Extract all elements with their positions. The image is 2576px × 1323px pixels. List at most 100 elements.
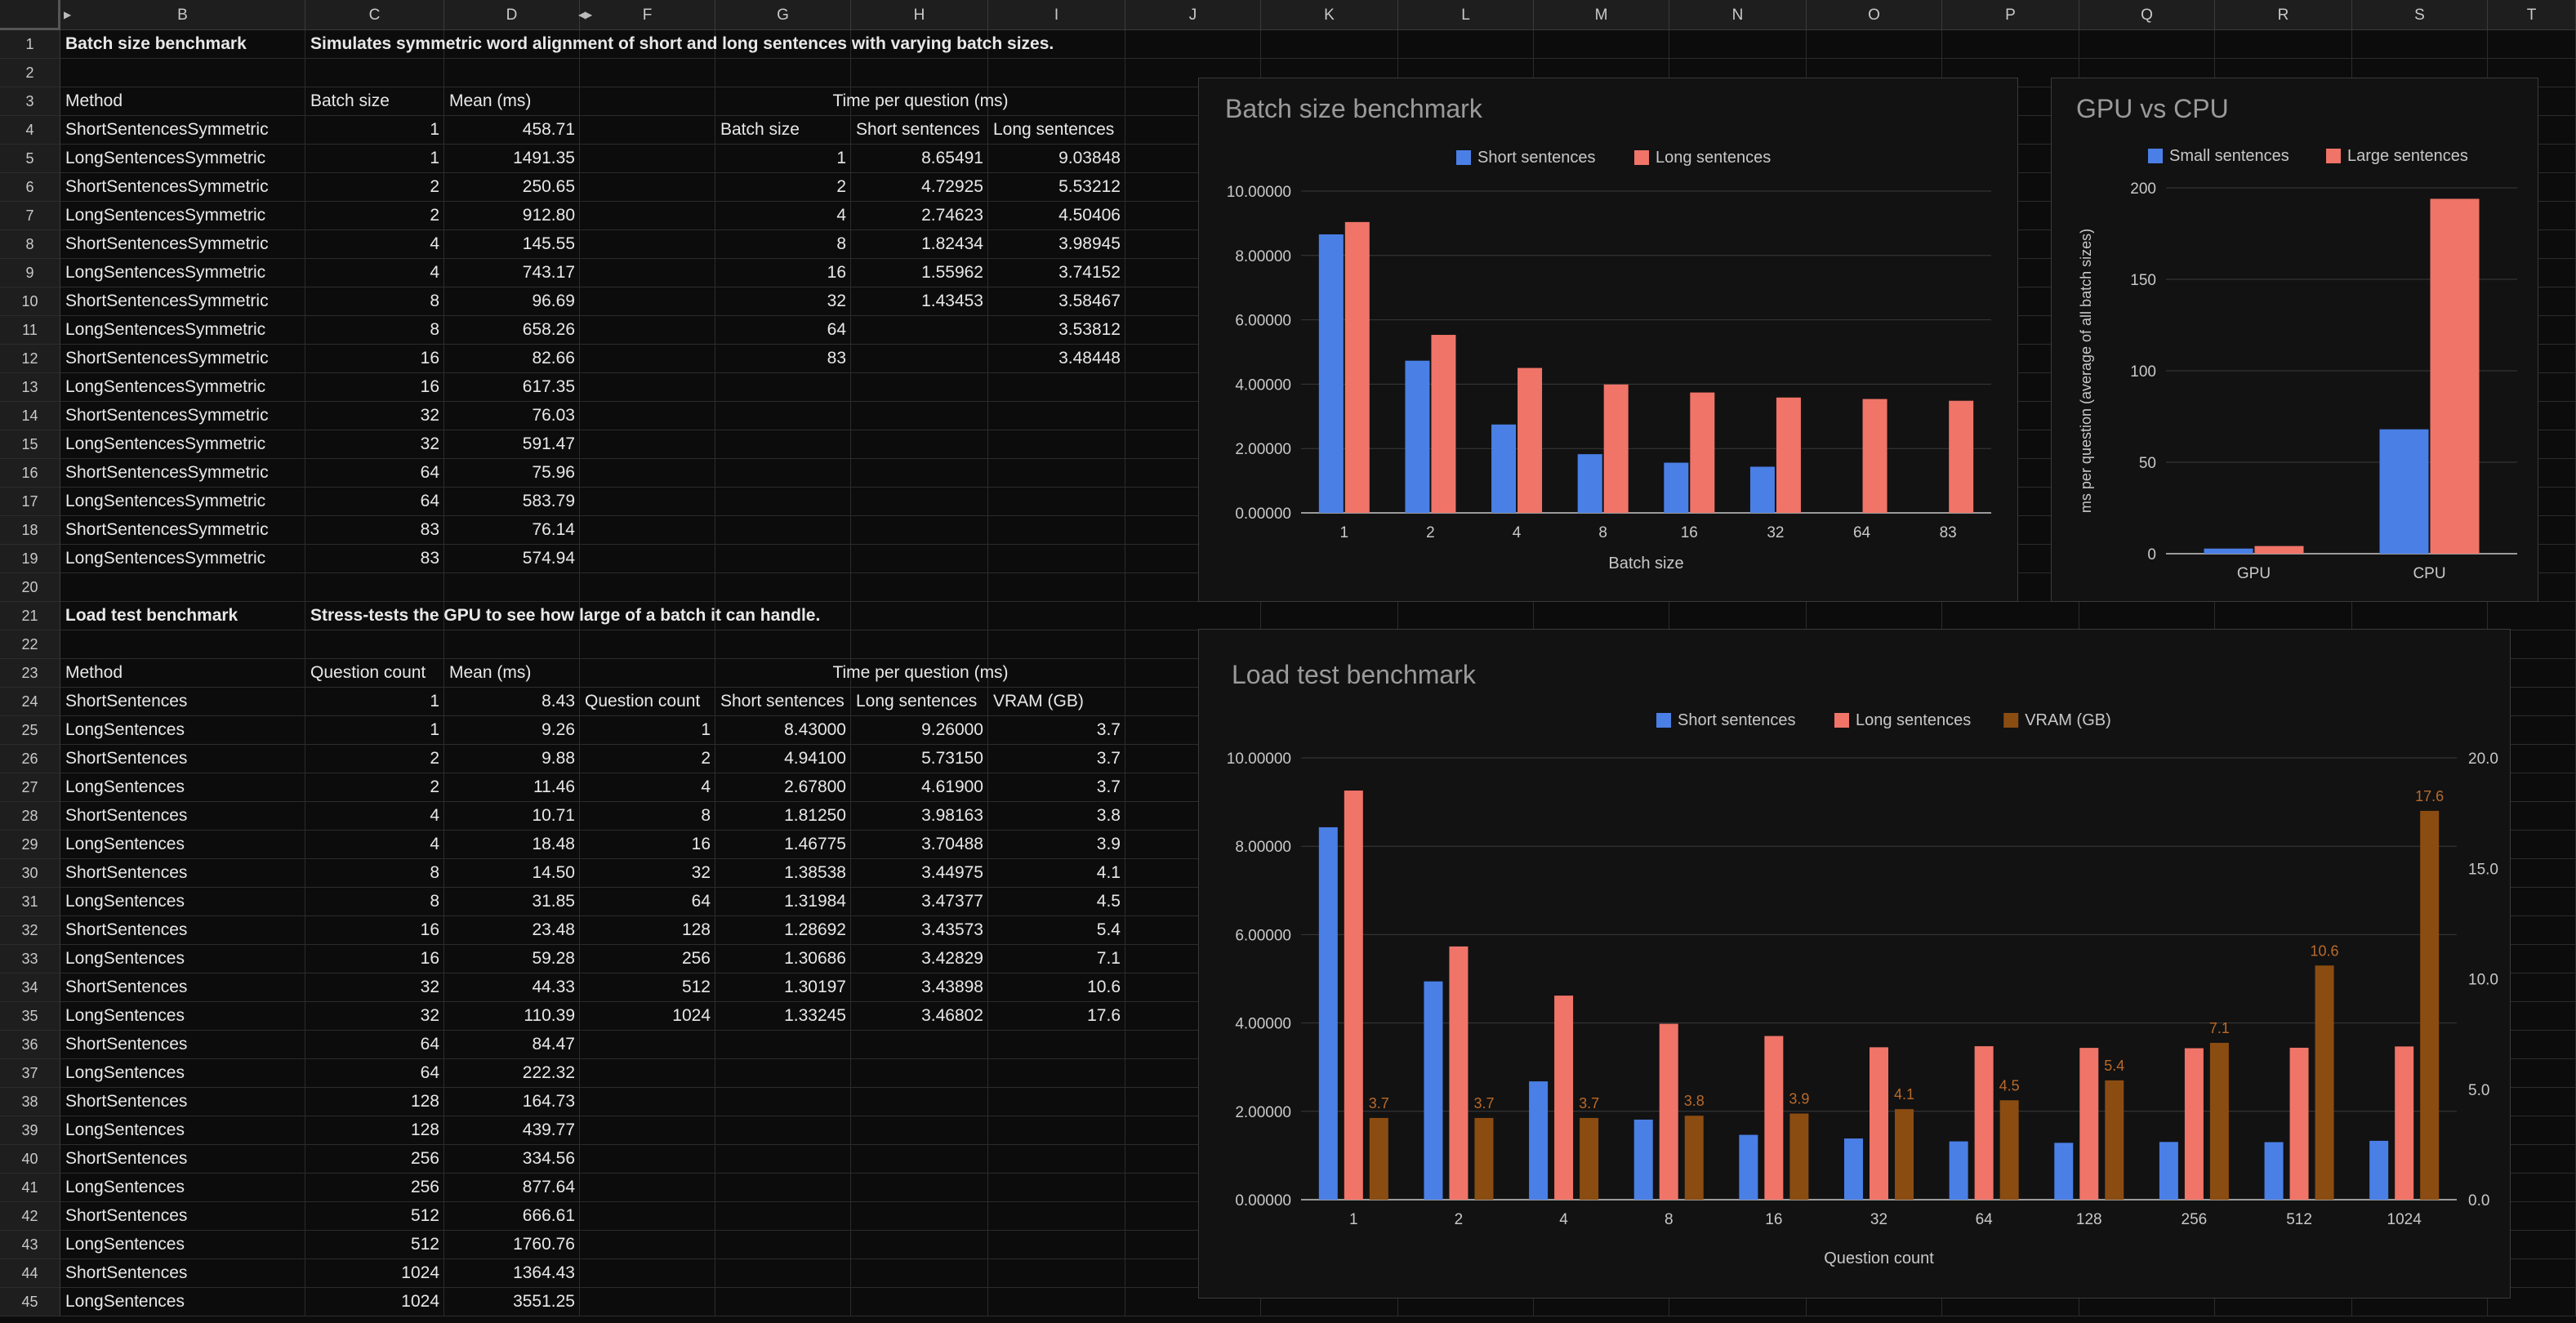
grid-cell[interactable] [305,773,444,802]
row-header-5[interactable]: 5 [0,145,60,173]
row-header-12[interactable]: 12 [0,345,60,373]
pivot-header[interactable]: Long sentences [993,120,1115,139]
section-title[interactable]: Batch size benchmark [65,34,247,53]
grid-cell[interactable] [580,688,715,716]
grid-cell[interactable] [444,802,580,831]
grid-cell[interactable] [305,116,444,145]
pivot-cell[interactable]: 3.8 [1096,806,1121,825]
mean-cell[interactable]: 23.48 [532,920,575,939]
row-header-23[interactable]: 23 [0,659,60,688]
pivot-cell[interactable]: 1 [701,720,711,739]
grid-cell[interactable] [580,1059,715,1088]
grid-cell[interactable] [988,259,1125,287]
pivot-cell[interactable]: 3.46802 [921,1006,983,1025]
grid-cell[interactable] [715,545,851,573]
grid-cell[interactable] [580,1002,715,1031]
grid-cell[interactable] [1534,1288,1669,1316]
grid-cell[interactable] [851,573,988,602]
row-header-30[interactable]: 30 [0,859,60,888]
grid-cell[interactable] [580,602,715,630]
grid-cell[interactable] [444,1031,580,1059]
grid-cell[interactable] [851,545,988,573]
mean-cell[interactable]: 11.46 [533,777,575,796]
grid-cell[interactable] [444,630,580,659]
grid-cell[interactable] [851,30,988,59]
method-cell[interactable]: LongSentences [65,892,185,911]
grid-cell[interactable] [1534,30,1669,59]
pivot-cell[interactable]: 8.65491 [921,149,983,167]
question-count-cell[interactable]: 4 [430,806,439,825]
row-header-1[interactable]: 1 [0,30,60,59]
row-header-15[interactable]: 15 [0,430,60,459]
grid-cell[interactable] [715,402,851,430]
grid-cell[interactable] [988,1174,1125,1202]
grid-cell[interactable] [851,145,988,173]
grid-cell[interactable] [851,402,988,430]
question-count-cell[interactable]: 256 [410,1178,439,1196]
grid-cell[interactable] [60,287,305,316]
batch-size-cell[interactable]: 16 [420,349,439,368]
pivot-title[interactable]: Time per question (ms) [832,91,1009,110]
method-cell[interactable]: LongSentences [65,777,185,796]
grid-cell[interactable] [444,659,580,688]
row-header-10[interactable]: 10 [0,287,60,316]
mean-cell[interactable]: 76.03 [532,406,575,425]
method-cell[interactable]: LongSentences [65,1120,185,1139]
grid-cell[interactable] [60,1031,305,1059]
grid-cell[interactable] [580,916,715,945]
pivot-cell[interactable]: 8.43000 [784,720,846,739]
pivot-cell[interactable]: 1 [836,149,846,167]
grid-cell[interactable] [60,145,305,173]
grid-cell[interactable] [305,973,444,1002]
grid-cell[interactable] [715,716,851,745]
column-header-l[interactable]: L [1398,0,1534,30]
grid-cell[interactable] [1261,1288,1398,1316]
grid-cell[interactable] [305,287,444,316]
grid-cell[interactable] [1261,30,1398,59]
grid-cell[interactable] [60,1002,305,1031]
method-cell[interactable]: LongSentences [65,835,185,853]
grid-cell[interactable] [988,1031,1125,1059]
grid-cell[interactable] [444,888,580,916]
grid-cell[interactable] [580,545,715,573]
pivot-cell[interactable]: 3.44975 [921,863,983,882]
grid-cell[interactable] [988,630,1125,659]
row-header-38[interactable]: 38 [0,1088,60,1116]
pivot-cell[interactable]: 4.72925 [921,177,983,196]
grid-cell[interactable] [60,659,305,688]
grid-cell[interactable] [305,1259,444,1288]
mean-cell[interactable]: 8.43 [541,692,575,710]
grid-cell[interactable] [851,945,988,973]
row-header-2[interactable]: 2 [0,59,60,87]
grid-cell[interactable] [60,402,305,430]
grid-cell[interactable] [60,945,305,973]
grid-cell[interactable] [60,202,305,230]
grid-cell[interactable] [305,345,444,373]
method-cell[interactable]: ShortSentencesSymmetric [65,349,269,368]
grid-cell[interactable] [305,1174,444,1202]
grid-cell[interactable] [851,116,988,145]
question-count-cell[interactable]: 1 [430,720,439,739]
grid-cell[interactable] [715,1002,851,1031]
grid-cell[interactable] [305,459,444,488]
grid-cell[interactable] [444,373,580,402]
mean-cell[interactable]: 439.77 [522,1120,575,1139]
grid-cell[interactable] [444,459,580,488]
pivot-cell[interactable]: 5.4 [1096,920,1121,939]
question-count-cell[interactable]: 16 [420,920,439,939]
grid-cell[interactable] [715,1202,851,1231]
grid-cell[interactable] [580,1231,715,1259]
grid-cell[interactable] [988,1202,1125,1231]
grid-cell[interactable] [580,516,715,545]
grid-cell[interactable] [60,1174,305,1202]
row-header-11[interactable]: 11 [0,316,60,345]
grid-cell[interactable] [715,1231,851,1259]
pivot-cell[interactable]: 1024 [672,1006,711,1025]
grid-cell[interactable] [580,459,715,488]
mean-cell[interactable]: 145.55 [522,234,575,253]
grid-cell[interactable] [1125,1288,1261,1316]
mean-cell[interactable]: 1491.35 [513,149,575,167]
row-header-17[interactable]: 17 [0,488,60,516]
grid-cell[interactable] [2215,30,2352,59]
pivot-cell[interactable]: 4.61900 [921,777,983,796]
